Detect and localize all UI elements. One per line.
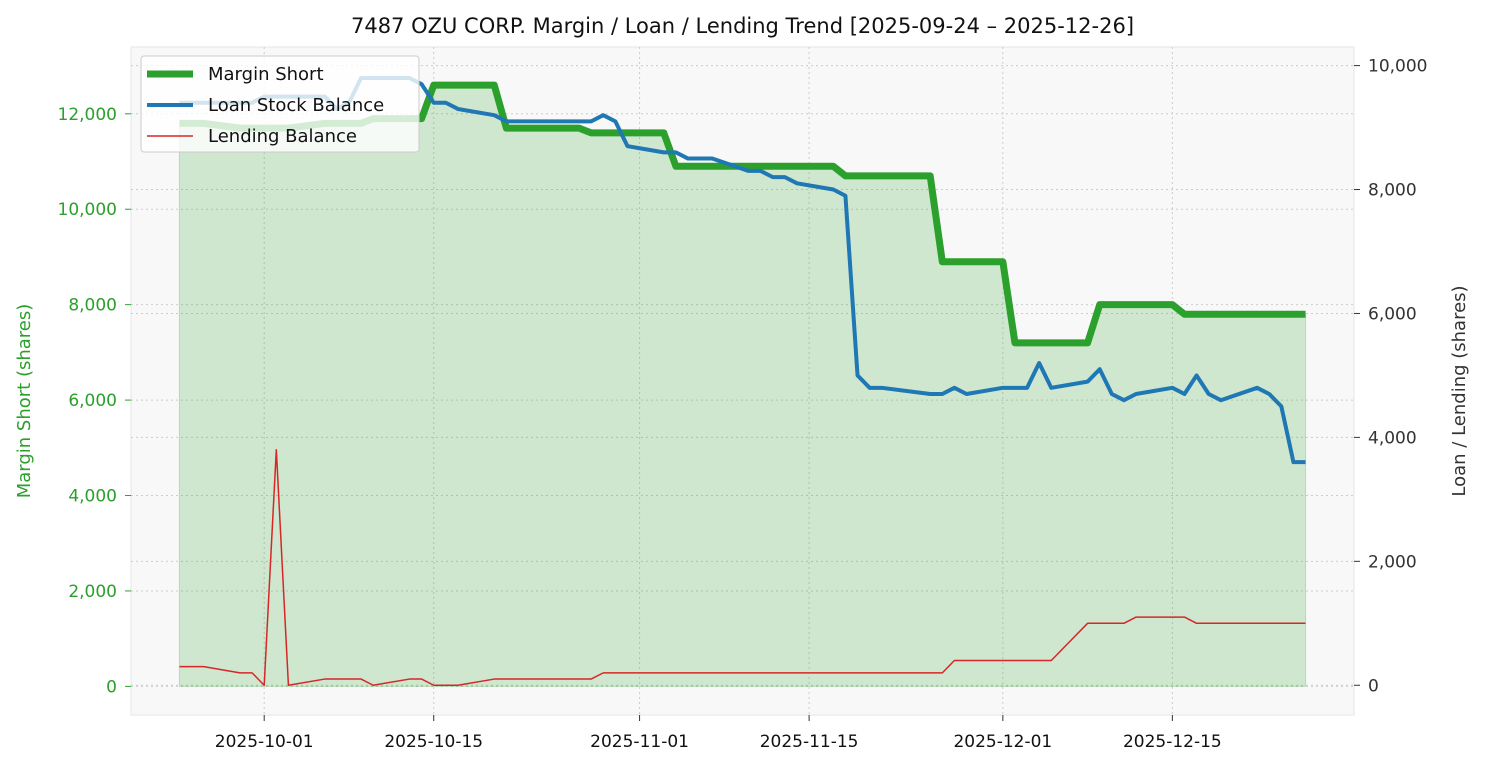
x-tick-label: 2025-11-01 xyxy=(590,732,689,752)
chart-title: 7487 OZU CORP. Margin / Loan / Lending T… xyxy=(351,14,1134,38)
y-left-tick-label: 2,000 xyxy=(68,582,117,602)
x-tick-label: 2025-10-01 xyxy=(215,732,314,752)
y-left-tick-label: 10,000 xyxy=(58,200,117,220)
legend-lending-balance-label: Lending Balance xyxy=(208,126,357,147)
y-left-tick-label: 0 xyxy=(106,677,117,697)
legend-loan-stock-balance-label: Loan Stock Balance xyxy=(208,95,384,116)
y-right-tick-label: 8,000 xyxy=(1368,181,1417,201)
y-right-tick-label: 0 xyxy=(1368,676,1379,696)
y-axis-left-label: Margin Short (shares) xyxy=(14,304,35,499)
legend-box xyxy=(140,55,420,153)
y-left-tick-label: 8,000 xyxy=(68,296,117,316)
y-right-tick-label: 10,000 xyxy=(1368,57,1427,77)
y-left-tick-label: 4,000 xyxy=(68,487,117,507)
y-left-tick-label: 12,000 xyxy=(58,105,117,125)
x-tick-label: 2025-11-15 xyxy=(760,732,859,752)
grid-lines xyxy=(131,47,1354,715)
legend: Margin Short Loan Stock Balance Lending Ba… xyxy=(140,55,420,153)
plot-area xyxy=(130,46,1355,716)
x-tick-label: 2025-12-01 xyxy=(953,732,1052,752)
y-left-tick-label: 6,000 xyxy=(68,391,117,411)
series-lending-balance xyxy=(179,449,1306,687)
y-right-tick-label: 4,000 xyxy=(1368,428,1417,448)
axes: 2025-10-01 2025-10-15 2025-11-01 2025-11-15… xyxy=(58,57,1428,752)
legend-margin-short-label: Margin Short xyxy=(208,64,324,85)
y-right-tick-label: 6,000 xyxy=(1368,304,1417,324)
x-tick-label: 2025-10-15 xyxy=(384,732,483,752)
y-axis-right-label: Loan / Lending (shares) xyxy=(1449,285,1470,496)
y-right-tick-label: 2,000 xyxy=(1368,552,1417,572)
x-tick-label: 2025-12-15 xyxy=(1123,732,1222,752)
